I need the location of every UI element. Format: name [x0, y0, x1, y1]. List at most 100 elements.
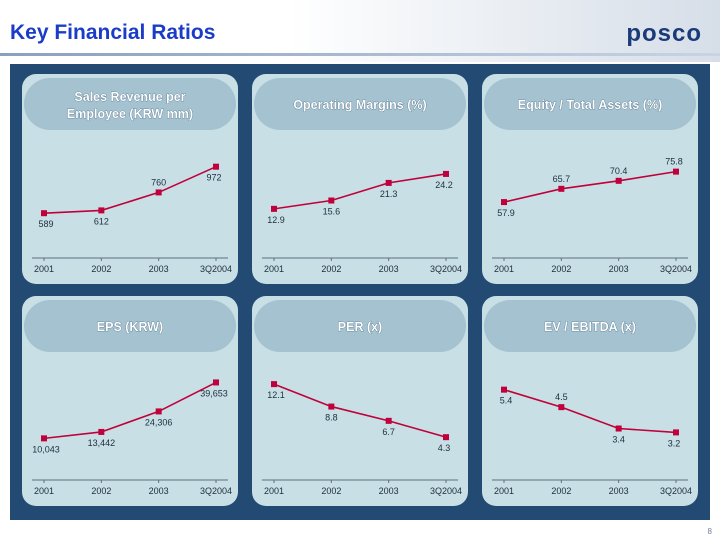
data-label: 612 [94, 216, 109, 226]
series-line [273, 383, 447, 438]
chart-title-pill [254, 78, 466, 130]
x-tick-label: 2002 [321, 264, 341, 274]
data-point [155, 189, 162, 196]
data-label: 5.4 [500, 396, 513, 406]
data-label: 65.7 [553, 174, 571, 184]
data-point [558, 185, 565, 192]
series-line [273, 173, 447, 210]
chart-4: EPS (KRW) 2001 10,043 2002 13,442 2003 24,306 3… [22, 296, 238, 506]
data-point [155, 408, 162, 415]
data-label: 4.5 [555, 392, 568, 402]
chart-5: PER (x) 2001 12.1 2002 8.8 2003 6.7 3Q2004 4.3 [252, 296, 468, 506]
x-tick-label: 2001 [34, 486, 54, 496]
chart-title-pill [24, 78, 236, 130]
data-point [501, 386, 507, 393]
data-label: 15.6 [323, 207, 341, 217]
posco-logo: posco [626, 20, 702, 47]
x-tick-label: 3Q2004 [660, 486, 692, 496]
data-label: 3.2 [668, 438, 681, 448]
x-tick-label: 2003 [379, 486, 399, 496]
data-point [443, 434, 449, 441]
x-tick-label: 2003 [149, 264, 169, 274]
data-point [213, 379, 219, 386]
x-tick-label: 2003 [609, 486, 629, 496]
data-label: 75.8 [665, 157, 683, 167]
page-title: Key Financial Ratios [10, 21, 216, 44]
x-tick-label: 2001 [494, 264, 514, 274]
series-line [43, 165, 217, 214]
data-label: 21.3 [380, 189, 398, 199]
chart-title: EV / EBITDA (x) [544, 320, 636, 334]
chart-title-pill [24, 300, 236, 352]
data-point [271, 205, 277, 212]
data-point [615, 425, 622, 432]
chart-title: Equity / Total Assets (%) [518, 98, 662, 112]
x-tick-label: 3Q2004 [430, 264, 462, 274]
data-point [385, 417, 392, 424]
chart-title-pill [484, 300, 696, 352]
chart-6: EV / EBITDA (x) 2001 5.4 2002 4.5 2003 3.4 3Q20… [482, 296, 698, 506]
data-label: 760 [151, 177, 166, 187]
data-label: 12.1 [267, 390, 285, 400]
x-tick-label: 3Q2004 [200, 486, 232, 496]
chart-title-line: Sales Revenue per [74, 90, 185, 104]
x-tick-label: 3Q2004 [660, 264, 692, 274]
data-point [615, 177, 622, 184]
data-point [328, 403, 335, 410]
series-line [503, 388, 677, 434]
chart-title-pill [484, 78, 696, 130]
chart-title: PER (x) [338, 320, 382, 334]
data-point [41, 210, 47, 217]
data-label: 4.3 [438, 443, 451, 453]
data-label: 24,306 [145, 417, 173, 427]
x-tick-label: 2003 [609, 264, 629, 274]
x-tick-label: 2002 [91, 486, 111, 496]
data-label: 3.4 [612, 435, 625, 445]
data-label: 589 [38, 219, 53, 229]
chart-3: Equity / Total Assets (%) 2001 57.9 2002 65.… [482, 74, 698, 284]
data-point [501, 199, 507, 206]
header-divider [0, 53, 720, 56]
data-label: 12.9 [267, 215, 285, 225]
x-tick-label: 2001 [264, 486, 284, 496]
chart-1: Sales Revenue per Employee (KRW mm) 2001 58… [22, 74, 238, 284]
x-tick-label: 2002 [551, 264, 571, 274]
x-tick-label: 3Q2004 [200, 264, 232, 274]
chart-title: Sales Revenue per Employee (KRW mm) [67, 90, 193, 121]
data-label: 39,653 [200, 388, 228, 398]
data-label: 24.2 [435, 180, 453, 190]
series-line [43, 381, 217, 440]
data-point [673, 168, 679, 175]
x-tick-label: 2001 [264, 264, 284, 274]
data-point [558, 404, 565, 411]
x-tick-label: 3Q2004 [430, 486, 462, 496]
data-point [41, 435, 47, 442]
chart-title: Operating Margins (%) [293, 98, 426, 112]
data-label: 6.7 [382, 427, 395, 437]
data-point [673, 429, 679, 436]
data-point [328, 197, 335, 204]
chart-title-line: Employee (KRW mm) [67, 107, 193, 121]
chart-title: EPS (KRW) [97, 320, 163, 334]
header-bar [0, 0, 720, 62]
data-label: 57.9 [497, 208, 515, 218]
data-point [443, 170, 449, 177]
data-point [385, 179, 392, 186]
data-label: 13,442 [88, 438, 116, 448]
x-tick-label: 2002 [551, 486, 571, 496]
x-tick-label: 2002 [91, 264, 111, 274]
data-point [98, 207, 105, 214]
data-label: 10,043 [32, 444, 60, 454]
chart-title-pill [254, 300, 466, 352]
data-point [98, 428, 105, 435]
chart-2: Operating Margins (%) 2001 12.9 2002 15.6 200… [252, 74, 468, 284]
x-tick-label: 2002 [321, 486, 341, 496]
page-number: 8 [707, 527, 712, 536]
x-tick-label: 2001 [34, 264, 54, 274]
data-label: 70.4 [610, 166, 628, 176]
data-label: 972 [206, 173, 221, 183]
series-line [503, 170, 677, 203]
data-label: 8.8 [325, 413, 338, 423]
data-point [213, 163, 219, 170]
